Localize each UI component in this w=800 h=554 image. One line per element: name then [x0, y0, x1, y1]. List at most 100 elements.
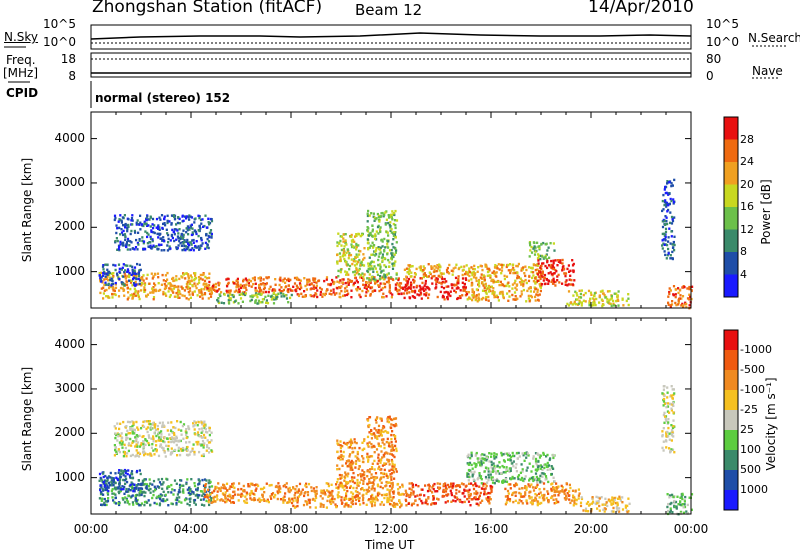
data-cell-velocity [122, 450, 125, 454]
data-cell-power [347, 278, 350, 281]
data-cell-power [301, 295, 304, 298]
data-cell-power [197, 289, 201, 292]
data-cell-power [520, 293, 523, 296]
data-cell-power [501, 290, 504, 294]
data-cell-power [534, 281, 537, 284]
data-cell-velocity [467, 494, 470, 497]
data-cell-power [153, 224, 156, 227]
data-cell-velocity [351, 480, 355, 483]
data-cell-power [321, 295, 324, 298]
data-cell-velocity [388, 494, 391, 497]
data-cell-power [541, 255, 544, 258]
data-cell-power [338, 295, 341, 299]
data-cell-power [514, 298, 517, 301]
data-cell-velocity [372, 481, 375, 484]
data-cell-power [203, 288, 206, 291]
data-cell-power [413, 291, 417, 294]
data-cell-power [668, 203, 671, 206]
data-cell-power [143, 220, 146, 223]
data-cell-velocity [369, 455, 372, 458]
data-cell-power [357, 244, 360, 247]
data-cell-power [348, 252, 351, 255]
data-cell-power [299, 279, 302, 282]
data-cell-power [338, 286, 341, 289]
data-cell-power [386, 253, 389, 256]
data-cell-power [511, 287, 514, 290]
data-cell-velocity [210, 501, 213, 504]
data-cell-velocity [182, 423, 186, 426]
data-cell-power [419, 265, 422, 268]
data-cell-power [503, 277, 506, 281]
data-cell-power [419, 267, 422, 270]
data-cell-velocity [336, 450, 339, 453]
data-cell-power [678, 288, 681, 291]
cpid-label: CPID [6, 86, 39, 100]
data-cell-velocity [323, 491, 326, 494]
data-cell-velocity [398, 486, 401, 489]
data-cell-velocity [224, 500, 227, 504]
data-cell-power [141, 236, 144, 239]
data-cell-power [371, 234, 374, 237]
data-cell-power [176, 229, 179, 232]
data-cell-power [377, 246, 380, 249]
data-cell-velocity [343, 498, 346, 501]
data-cell-power [344, 254, 347, 257]
data-cell-power [545, 278, 548, 281]
data-cell-power [177, 288, 180, 291]
data-cell-velocity [365, 492, 368, 495]
data-cell-velocity [523, 477, 526, 481]
data-cell-power [669, 197, 672, 201]
data-cell-velocity [120, 443, 123, 446]
data-cell-power [136, 241, 139, 245]
data-cell-power [487, 299, 490, 302]
data-cell-power [228, 296, 231, 300]
data-cell-power [377, 219, 380, 222]
data-cell-power [364, 294, 367, 297]
data-cell-velocity [126, 429, 129, 432]
data-cell-power [210, 292, 213, 295]
data-cell-velocity [463, 500, 466, 504]
data-cell-power [505, 275, 509, 278]
data-cell-power [570, 278, 573, 282]
data-cell-power [673, 178, 676, 182]
data-cell-power [575, 292, 578, 295]
data-cell-velocity [156, 495, 159, 498]
data-cell-power [484, 289, 487, 293]
data-cell-power [237, 285, 240, 288]
data-cell-velocity [468, 461, 472, 465]
data-cell-velocity [204, 427, 207, 431]
data-cell-velocity [267, 500, 270, 504]
data-cell-velocity [110, 479, 113, 482]
data-cell-power [387, 214, 390, 217]
data-cell-velocity [202, 446, 205, 449]
data-cell-power [191, 231, 194, 234]
data-cell-velocity [175, 435, 178, 438]
data-cell-velocity [372, 475, 375, 479]
data-cell-power [422, 286, 425, 289]
data-cell-power [268, 287, 271, 291]
data-cell-power [394, 287, 397, 291]
data-cell-power [157, 227, 160, 230]
data-cell-power [354, 256, 357, 259]
data-cell-velocity [185, 431, 188, 434]
data-cell-power [238, 290, 241, 294]
data-cell-velocity [336, 496, 340, 499]
data-cell-velocity [166, 478, 169, 481]
data-cell-power [194, 246, 197, 249]
data-cell-velocity [157, 454, 161, 458]
data-cell-velocity [363, 473, 366, 477]
data-cell-velocity [160, 435, 163, 438]
data-cell-power [513, 282, 516, 285]
data-cell-power [108, 276, 111, 279]
data-cell-power [674, 301, 677, 305]
data-cell-power [415, 286, 418, 289]
data-cell-velocity [432, 487, 435, 491]
data-cell-velocity [249, 497, 252, 500]
data-cell-power [103, 272, 106, 275]
data-cell-power [114, 286, 118, 290]
data-cell-velocity [289, 489, 293, 492]
data-cell-power [140, 283, 143, 287]
data-cell-velocity [145, 439, 149, 443]
data-cell-velocity [150, 454, 153, 457]
data-cell-velocity [387, 420, 391, 424]
